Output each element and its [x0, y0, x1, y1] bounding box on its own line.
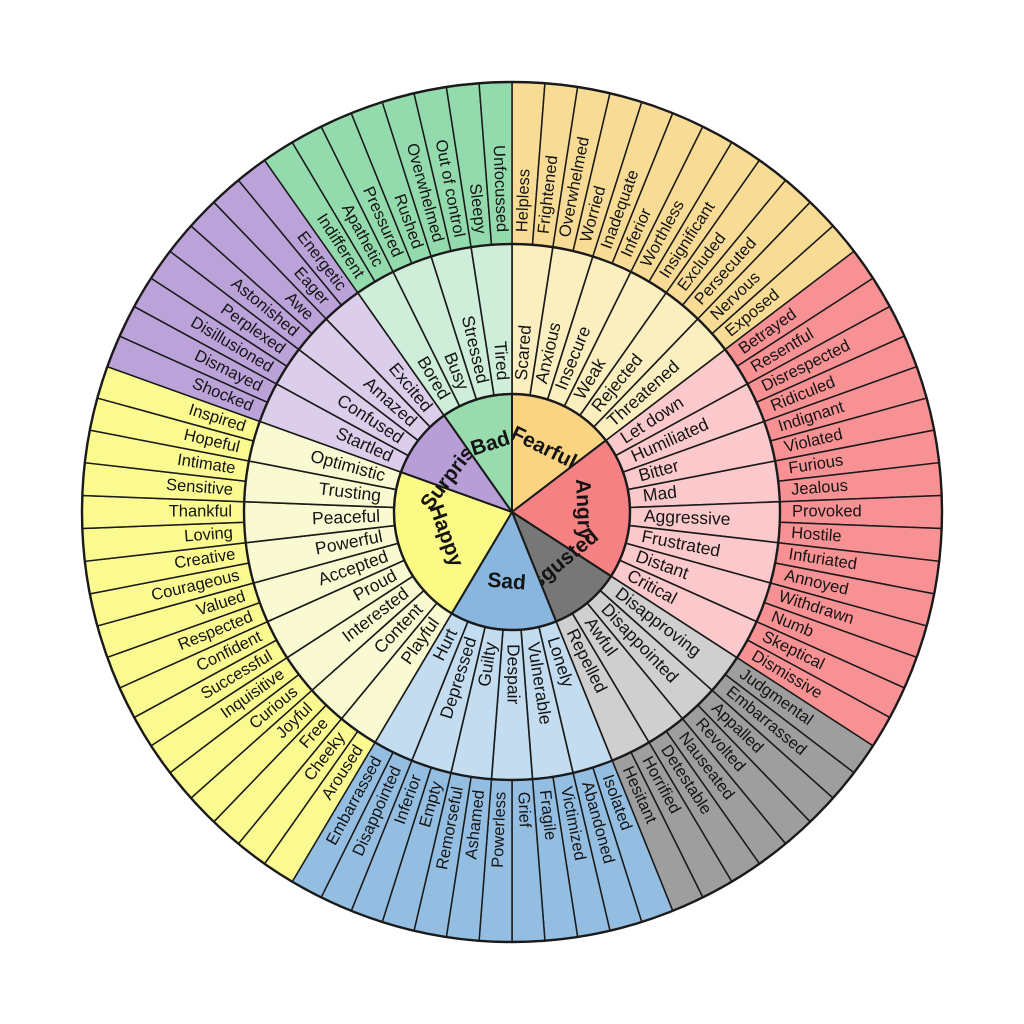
outer-label-jealous: Jealous [790, 477, 848, 499]
outer-label-unfocussed: Unfocussed [490, 145, 511, 233]
middle-ring-group: ScaredAnxiousInsecureWeakRejectedThreate… [243, 243, 781, 781]
outer-label-grief: Grief [514, 791, 533, 828]
outer-label-sleepy: Sleepy [466, 183, 490, 236]
outer-label-hostile: Hostile [791, 524, 843, 546]
middle-label-despair: Despair [503, 644, 523, 704]
outer-label-helpless: Helpless [513, 169, 533, 233]
middle-label-mad: Mad [642, 482, 678, 506]
middle-label-peaceful: Peaceful [312, 506, 381, 529]
core-label-angry: Angry [571, 478, 596, 540]
core-ring-group: FearfulAngryDisgustedSadHappySurprisedBa… [393, 393, 631, 631]
outer-label-provoked: Provoked [792, 502, 862, 520]
outer-label-loving: Loving [184, 524, 234, 546]
middle-label-aggressive: Aggressive [644, 506, 731, 529]
ring-boundary-outer [80, 80, 944, 944]
middle-label-tired: Tired [490, 340, 513, 381]
outer-label-thankful: Thankful [169, 502, 232, 520]
ring-boundary-middle [242, 242, 782, 782]
outer-label-powerless: Powerless [489, 791, 510, 868]
outer-label-sensitive: Sensitive [165, 476, 233, 499]
core-label-sad: Sad [487, 569, 527, 595]
middle-label-scared: Scared [511, 324, 535, 381]
ring-boundary-core [392, 392, 632, 632]
outer-label-fragile: Fragile [536, 789, 560, 841]
wheel-border-group [80, 80, 944, 944]
